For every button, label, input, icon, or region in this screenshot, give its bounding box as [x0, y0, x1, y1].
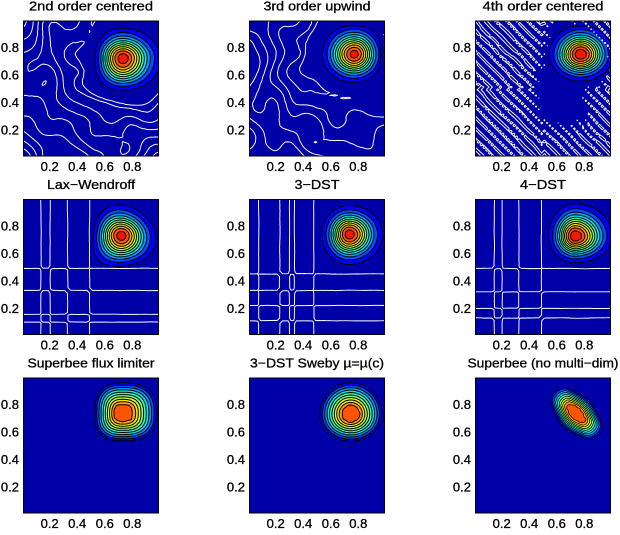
svg-text:0.4: 0.4: [294, 516, 312, 530]
svg-text:0.2: 0.2: [1, 123, 19, 138]
svg-text:0.6: 0.6: [1, 246, 19, 261]
svg-text:0.4: 0.4: [1, 274, 19, 289]
svg-text:0.6: 0.6: [548, 516, 566, 530]
svg-text:0.6: 0.6: [1, 68, 19, 83]
svg-text:0.2: 0.2: [227, 301, 245, 316]
svg-text:0.2: 0.2: [41, 159, 59, 174]
svg-text:0.2: 0.2: [41, 338, 59, 353]
svg-text:0.4: 0.4: [68, 159, 86, 174]
svg-text:0.4: 0.4: [227, 274, 245, 289]
svg-text:0.4: 0.4: [520, 516, 538, 530]
svg-text:0.2: 0.2: [453, 123, 471, 138]
svg-text:0.8: 0.8: [123, 516, 141, 530]
svg-text:0.6: 0.6: [322, 159, 340, 174]
svg-text:0.6: 0.6: [96, 516, 114, 530]
svg-text:0.8: 0.8: [1, 397, 19, 412]
svg-text:0.2: 0.2: [227, 480, 245, 495]
svg-text:0.6: 0.6: [227, 246, 245, 261]
svg-text:0.8: 0.8: [349, 338, 367, 353]
svg-text:0.4: 0.4: [453, 274, 471, 289]
svg-text:0.2: 0.2: [1, 480, 19, 495]
svg-text:0.2: 0.2: [267, 159, 285, 174]
svg-text:0.4: 0.4: [453, 452, 471, 467]
svg-text:3rd order upwind: 3rd order upwind: [264, 0, 371, 14]
svg-text:0.6: 0.6: [322, 516, 340, 530]
svg-text:0.4: 0.4: [294, 159, 312, 174]
svg-text:0.8: 0.8: [1, 40, 19, 55]
svg-text:Superbee (no multi−dim): Superbee (no multi−dim): [468, 356, 619, 371]
svg-text:0.2: 0.2: [267, 516, 285, 530]
svg-text:0.8: 0.8: [453, 40, 471, 55]
svg-text:0.4: 0.4: [453, 95, 471, 110]
svg-text:0.4: 0.4: [294, 338, 312, 353]
svg-text:3−DST Sweby µ=µ(c): 3−DST Sweby µ=µ(c): [250, 356, 384, 371]
svg-text:0.8: 0.8: [349, 159, 367, 174]
svg-text:0.2: 0.2: [1, 301, 19, 316]
svg-text:0.4: 0.4: [68, 516, 86, 530]
svg-text:4th order centered: 4th order centered: [483, 0, 604, 14]
svg-text:0.8: 0.8: [575, 338, 593, 353]
svg-text:0.4: 0.4: [227, 452, 245, 467]
svg-text:0.2: 0.2: [41, 516, 59, 530]
svg-text:0.6: 0.6: [548, 338, 566, 353]
svg-text:0.4: 0.4: [520, 338, 538, 353]
svg-text:0.8: 0.8: [227, 40, 245, 55]
svg-text:Lax−Wendroff: Lax−Wendroff: [47, 177, 135, 192]
svg-text:0.4: 0.4: [68, 338, 86, 353]
svg-text:0.2: 0.2: [453, 480, 471, 495]
svg-text:0.8: 0.8: [1, 218, 19, 233]
svg-text:0.8: 0.8: [123, 338, 141, 353]
svg-text:0.6: 0.6: [96, 338, 114, 353]
svg-text:0.2: 0.2: [493, 159, 511, 174]
svg-text:0.8: 0.8: [227, 218, 245, 233]
svg-text:0.4: 0.4: [1, 452, 19, 467]
svg-text:0.6: 0.6: [227, 68, 245, 83]
svg-text:Superbee flux limiter: Superbee flux limiter: [28, 356, 156, 371]
svg-text:0.6: 0.6: [1, 425, 19, 440]
svg-text:4−DST: 4−DST: [520, 177, 566, 192]
svg-text:3−DST: 3−DST: [295, 177, 340, 192]
svg-text:0.2: 0.2: [453, 301, 471, 316]
svg-text:0.8: 0.8: [453, 218, 471, 233]
svg-text:0.2: 0.2: [493, 338, 511, 353]
svg-text:0.2: 0.2: [493, 516, 511, 530]
svg-text:0.4: 0.4: [520, 159, 538, 174]
svg-text:0.6: 0.6: [548, 159, 566, 174]
svg-text:0.6: 0.6: [96, 159, 114, 174]
svg-text:0.8: 0.8: [349, 516, 367, 530]
svg-text:0.8: 0.8: [575, 159, 593, 174]
svg-text:0.8: 0.8: [575, 516, 593, 530]
svg-text:0.8: 0.8: [227, 397, 245, 412]
svg-text:0.6: 0.6: [227, 425, 245, 440]
svg-text:0.6: 0.6: [322, 338, 340, 353]
svg-text:0.8: 0.8: [453, 397, 471, 412]
svg-text:0.6: 0.6: [453, 68, 471, 83]
svg-text:0.2: 0.2: [267, 338, 285, 353]
svg-text:0.4: 0.4: [227, 95, 245, 110]
svg-text:0.6: 0.6: [453, 425, 471, 440]
svg-text:2nd order centered: 2nd order centered: [29, 0, 153, 14]
svg-text:0.6: 0.6: [453, 246, 471, 261]
svg-text:0.8: 0.8: [123, 159, 141, 174]
svg-text:0.2: 0.2: [227, 123, 245, 138]
svg-text:0.4: 0.4: [1, 95, 19, 110]
